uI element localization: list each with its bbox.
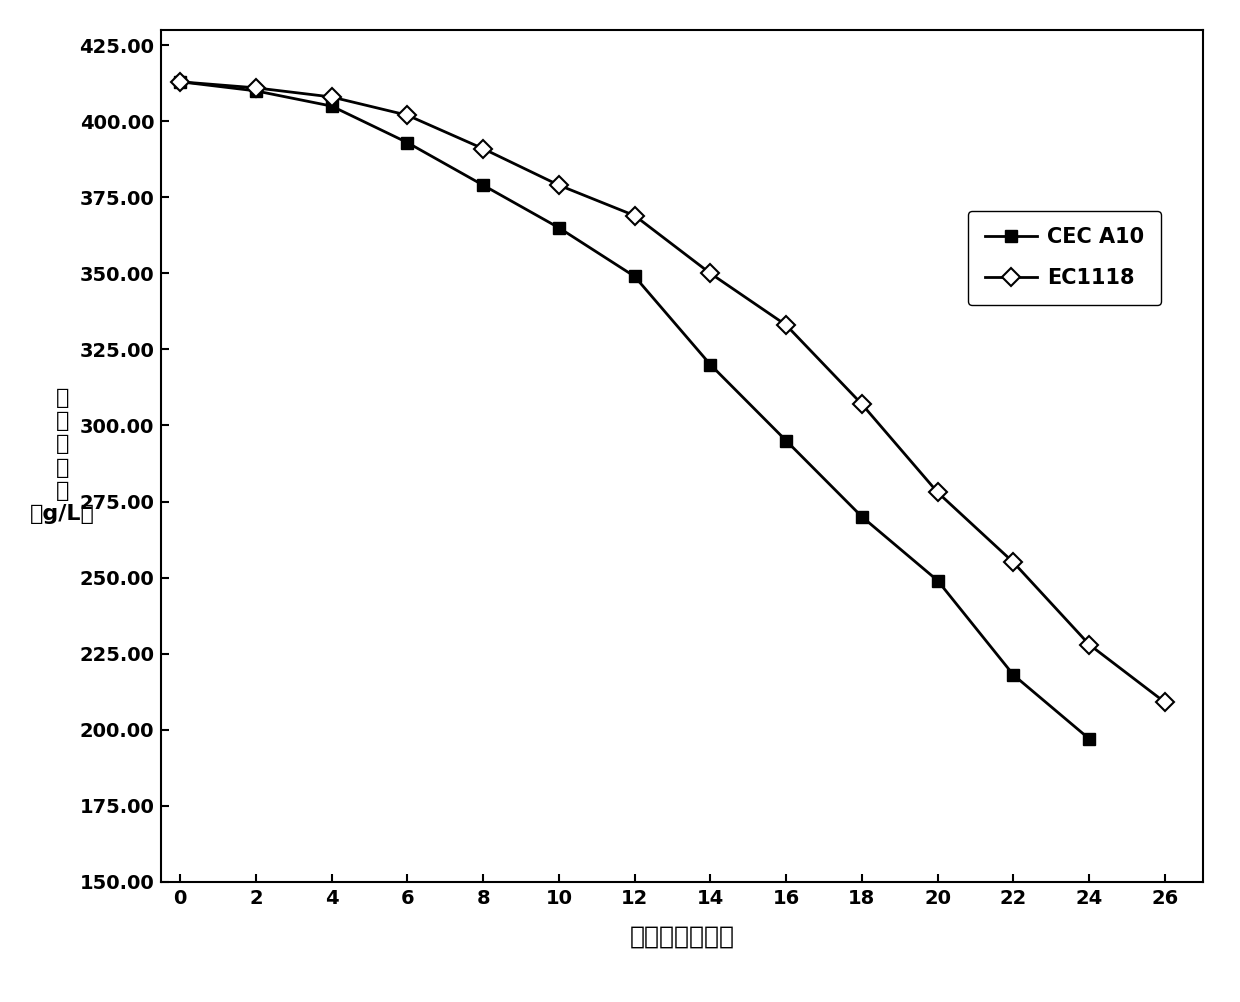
EC1118 (627, 209, 642, 221)
EC1118 (1006, 556, 1021, 568)
EC1118 (324, 91, 339, 103)
CEC A10 (930, 574, 945, 586)
CEC A10 (401, 136, 415, 148)
Line: EC1118: EC1118 (174, 75, 1171, 708)
CEC A10 (172, 76, 187, 88)
EC1118 (552, 179, 567, 191)
Legend: CEC A10, EC1118: CEC A10, EC1118 (968, 210, 1161, 305)
CEC A10 (324, 100, 339, 112)
CEC A10 (703, 359, 718, 371)
X-axis label: 发酵时间（天）: 发酵时间（天） (630, 925, 734, 948)
CEC A10 (476, 179, 491, 191)
EC1118 (476, 142, 491, 154)
EC1118 (248, 82, 263, 94)
EC1118 (854, 398, 869, 410)
CEC A10 (248, 85, 263, 97)
CEC A10 (1081, 732, 1096, 744)
EC1118 (930, 486, 945, 498)
EC1118 (1081, 638, 1096, 650)
EC1118 (779, 319, 794, 331)
EC1118 (401, 109, 415, 121)
EC1118 (1157, 696, 1172, 708)
CEC A10 (552, 221, 567, 233)
CEC A10 (627, 271, 642, 283)
CEC A10 (854, 511, 869, 523)
Line: CEC A10: CEC A10 (174, 75, 1095, 745)
EC1118 (172, 76, 187, 88)
CEC A10 (779, 435, 794, 447)
CEC A10 (1006, 669, 1021, 681)
Text: 残
糖
的
含
量
（g/L）: 残 糖 的 含 量 （g/L） (30, 388, 94, 524)
EC1118 (703, 268, 718, 280)
